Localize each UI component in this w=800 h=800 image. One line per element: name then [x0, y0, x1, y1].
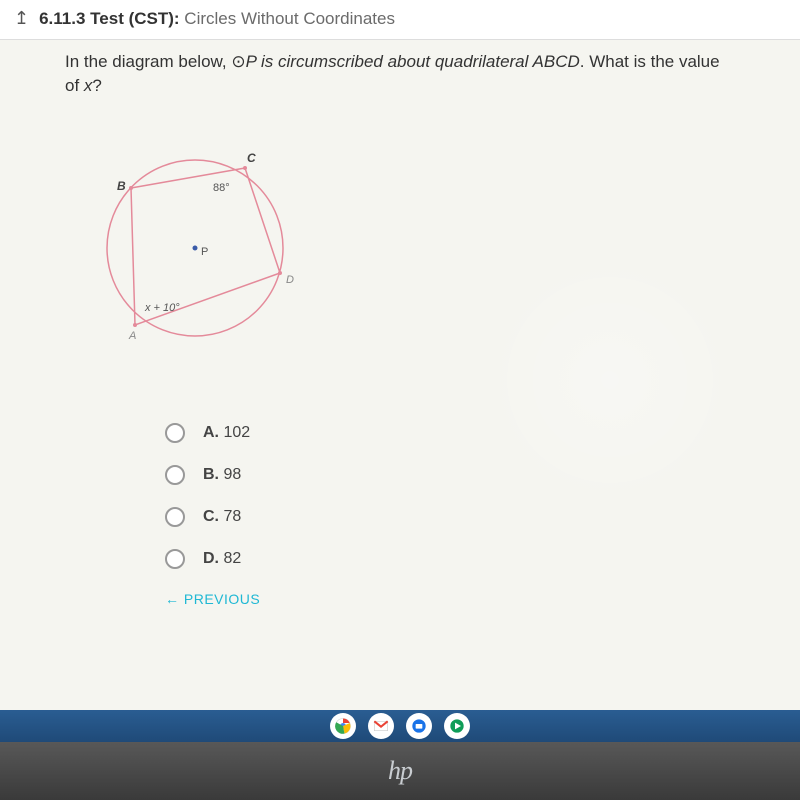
taskbar — [0, 710, 800, 742]
geometry-diagram: P B C D A 88° x + 10° — [95, 143, 315, 353]
vertex-a-label: A — [128, 330, 136, 342]
previous-button[interactable]: ← PREVIOUS — [165, 591, 735, 607]
option-c-label: C. 78 — [203, 508, 241, 526]
q-prefix: In the diagram below, — [65, 52, 231, 71]
diagram-svg: P B C D A 88° x + 10° — [95, 143, 315, 353]
test-label: Test (CST): — [90, 9, 179, 28]
radio-a[interactable] — [165, 423, 185, 443]
vertex-d-label: D — [286, 274, 294, 286]
option-c[interactable]: C. 78 — [165, 507, 735, 527]
q-end: ? — [92, 76, 101, 95]
center-point-icon — [193, 245, 198, 250]
option-d[interactable]: D. 82 — [165, 549, 735, 569]
hp-logo: hp — [388, 756, 412, 786]
answer-options: A. 102 B. 98 C. 78 — [165, 423, 735, 569]
option-d-label: D. 82 — [203, 550, 241, 568]
vertex-c-dot — [243, 166, 247, 170]
radio-b[interactable] — [165, 465, 185, 485]
test-topic: Circles Without Coordinates — [184, 9, 395, 28]
center-label: P — [201, 246, 208, 258]
section-number: 6.11.3 — [39, 9, 85, 28]
laptop-bezel: hp — [0, 742, 800, 800]
option-b[interactable]: B. 98 — [165, 465, 735, 485]
radio-c[interactable] — [165, 507, 185, 527]
q-quad: ABCD — [533, 52, 580, 71]
content-area: ↥ 6.11.3 Test (CST): Circles Without Coo… — [0, 0, 800, 710]
q-middle: P is circumscribed about quadrilateral — [246, 52, 533, 71]
gmail-icon[interactable] — [368, 713, 394, 739]
q-symbol: ⊙ — [231, 52, 245, 71]
play-icon[interactable] — [444, 713, 470, 739]
angle-a-label: x + 10° — [144, 302, 180, 314]
header-text: 6.11.3 Test (CST): Circles Without Coord… — [39, 9, 395, 29]
radio-d[interactable] — [165, 549, 185, 569]
vertex-d-dot — [278, 271, 282, 275]
test-header: ↥ 6.11.3 Test (CST): Circles Without Coo… — [0, 0, 800, 40]
angle-c-label: 88° — [213, 182, 230, 194]
option-a-label: A. 102 — [203, 424, 250, 442]
chrome-icon[interactable] — [330, 713, 356, 739]
files-icon[interactable] — [406, 713, 432, 739]
question-area: In the diagram below, ⊙P is circumscribe… — [0, 40, 800, 607]
option-b-label: B. 98 — [203, 466, 241, 484]
vertex-a-dot — [133, 323, 137, 327]
vertex-b-label: B — [117, 179, 126, 193]
back-arrow-icon[interactable]: ↥ — [14, 8, 29, 29]
option-a[interactable]: A. 102 — [165, 423, 735, 443]
question-text: In the diagram below, ⊙P is circumscribe… — [65, 50, 735, 98]
vertex-c-label: C — [247, 151, 256, 165]
vertex-b-dot — [129, 186, 133, 190]
